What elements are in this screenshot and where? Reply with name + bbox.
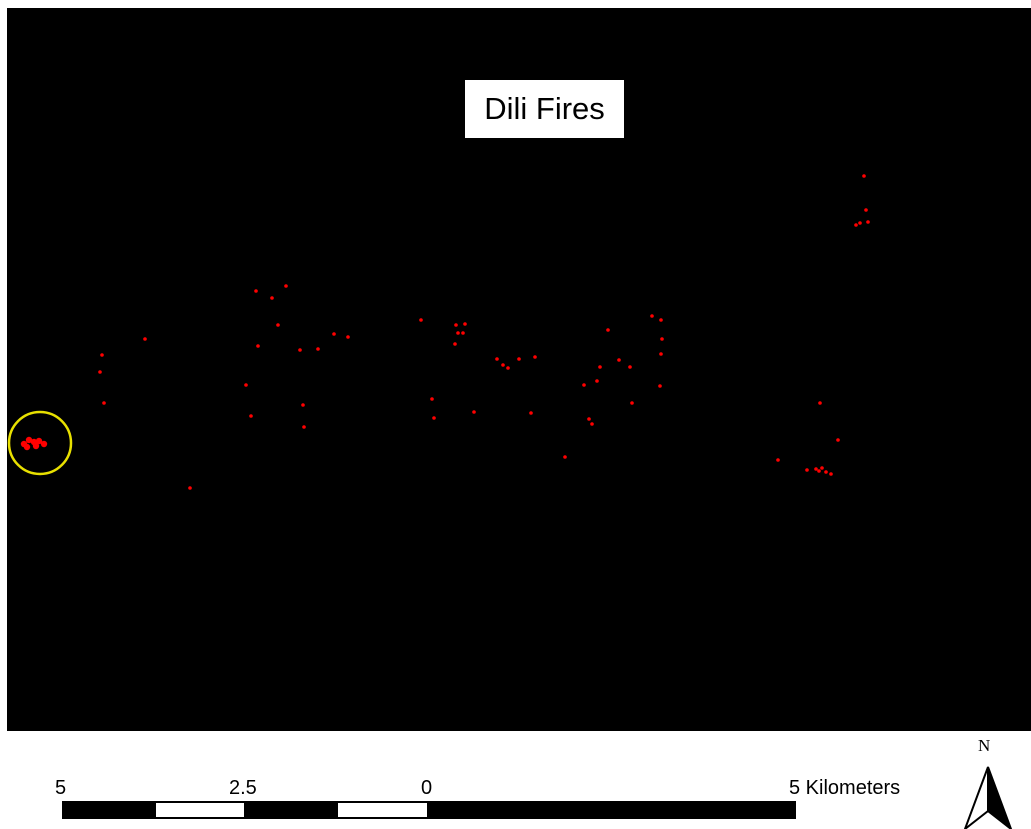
fire-cluster-point xyxy=(20,440,28,448)
fire-point xyxy=(658,384,662,388)
map-title: Dili Fires xyxy=(465,80,624,138)
fire-point xyxy=(284,284,288,288)
fire-point xyxy=(866,220,870,224)
fire-point xyxy=(595,379,599,383)
fire-point xyxy=(453,342,457,346)
fire-point xyxy=(506,366,510,370)
fires-layer xyxy=(98,174,870,490)
fire-point xyxy=(270,296,274,300)
fire-point xyxy=(606,328,610,332)
fire-point xyxy=(854,223,858,227)
fire-point xyxy=(102,401,106,405)
scale-bar-segment-white-2 xyxy=(338,803,427,817)
fire-point xyxy=(776,458,780,462)
fire-point xyxy=(419,318,423,322)
fire-point xyxy=(858,221,862,225)
scale-label-5: 5 xyxy=(55,777,67,799)
fire-point xyxy=(814,467,818,471)
fire-point xyxy=(818,401,822,405)
fire-point xyxy=(100,353,104,357)
fire-point xyxy=(472,410,476,414)
fire-cluster-point xyxy=(35,437,43,445)
fire-point xyxy=(430,397,434,401)
fire-point xyxy=(582,383,586,387)
fire-point xyxy=(517,357,521,361)
scale-label-2-5: 2.5 xyxy=(229,777,257,799)
fire-point xyxy=(650,314,654,318)
north-label: N xyxy=(978,736,991,755)
fire-point xyxy=(432,416,436,420)
scale-label-kilometers: 5 Kilometers xyxy=(789,777,901,799)
fire-point xyxy=(249,414,253,418)
north-arrow-icon xyxy=(963,766,1013,829)
fire-point xyxy=(143,337,147,341)
fire-point xyxy=(529,411,533,415)
fire-point xyxy=(820,466,824,470)
fire-point xyxy=(188,486,192,490)
highlight-circle xyxy=(7,410,73,476)
fire-point xyxy=(244,383,248,387)
fire-point xyxy=(332,332,336,336)
scale-bar-outline xyxy=(62,801,796,819)
fire-point xyxy=(628,365,632,369)
fire-point xyxy=(302,425,306,429)
fire-point xyxy=(456,331,460,335)
fire-point xyxy=(659,352,663,356)
fire-point xyxy=(563,455,567,459)
fire-point xyxy=(316,347,320,351)
fire-point xyxy=(630,401,634,405)
fire-point xyxy=(98,370,102,374)
fire-point xyxy=(254,289,258,293)
fire-cluster-point xyxy=(25,436,33,444)
fire-point xyxy=(864,208,868,212)
fire-point xyxy=(276,323,280,327)
fire-point xyxy=(862,174,866,178)
scale-bar-segment-white-1 xyxy=(156,803,244,817)
fire-point xyxy=(501,363,505,367)
fire-point xyxy=(805,468,809,472)
fire-point xyxy=(533,355,537,359)
fire-point xyxy=(587,417,591,421)
fire-point xyxy=(836,438,840,442)
fire-point xyxy=(590,422,594,426)
map-canvas xyxy=(7,174,870,490)
fire-point xyxy=(454,323,458,327)
fire-point xyxy=(301,403,305,407)
fire-point xyxy=(463,322,467,326)
fire-point xyxy=(256,344,260,348)
fire-point xyxy=(817,469,821,473)
fire-point xyxy=(598,365,602,369)
fire-point xyxy=(495,357,499,361)
fire-point xyxy=(346,335,350,339)
fire-cluster-point xyxy=(40,440,48,448)
highlight-layer xyxy=(7,410,73,476)
fire-point xyxy=(659,318,663,322)
fire-cluster-point xyxy=(30,438,38,446)
fire-point xyxy=(617,358,621,362)
fire-point xyxy=(461,331,465,335)
fire-point xyxy=(660,337,664,341)
scale-label-0: 0 xyxy=(421,777,433,799)
fire-point xyxy=(824,470,828,474)
fire-point xyxy=(829,472,833,476)
fire-point xyxy=(298,348,302,352)
